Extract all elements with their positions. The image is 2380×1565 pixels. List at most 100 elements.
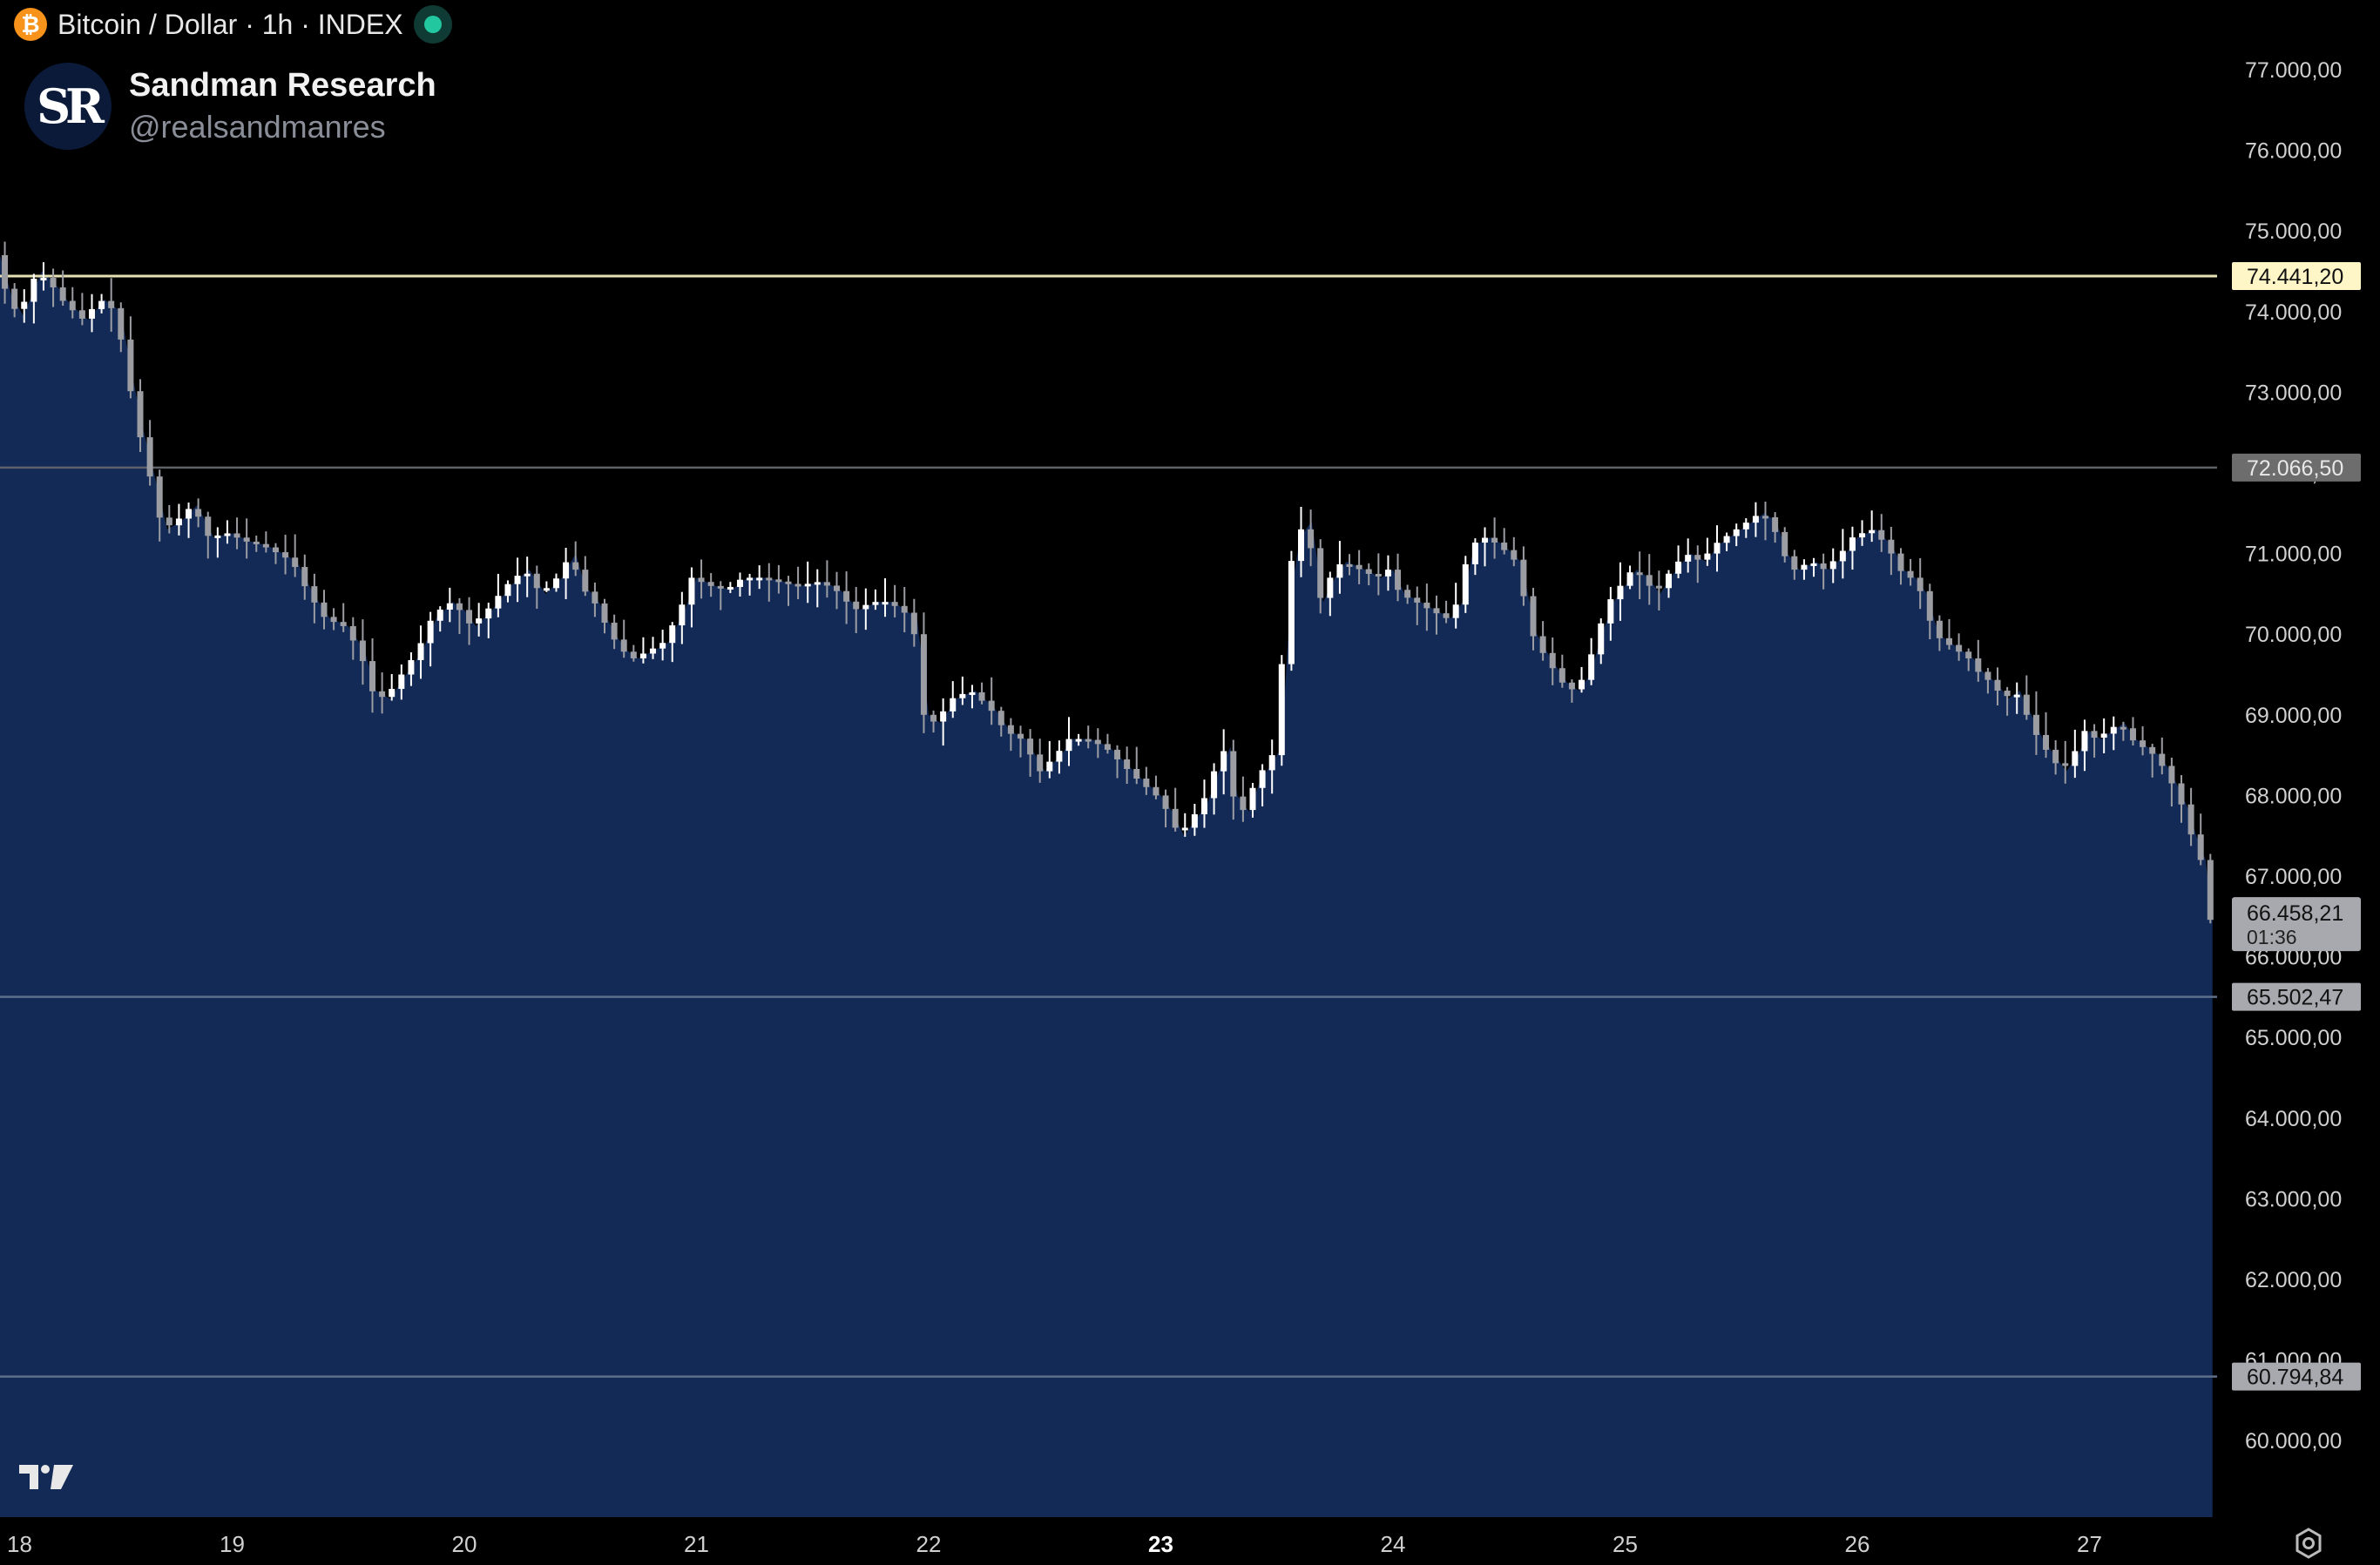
candle-body-105	[1017, 733, 1024, 739]
candle-202	[1956, 633, 1963, 661]
candle-4	[40, 262, 47, 291]
candle-body-181	[1752, 516, 1759, 523]
candle-219	[2120, 721, 2126, 741]
candle-body-22	[214, 535, 221, 538]
candle-body-153	[1481, 537, 1488, 543]
candle-199	[1926, 584, 1933, 639]
candle-body-94	[910, 612, 917, 635]
candle-180	[1742, 518, 1749, 538]
candle-body-160	[1549, 652, 1556, 669]
level-price-tag-3	[2232, 1362, 2361, 1391]
time-axis[interactable]: 18 19 20 21 22 23 24 25 26 27	[7, 1531, 2102, 1557]
candle-178	[1723, 532, 1730, 551]
candle-body-177	[1714, 543, 1721, 554]
x-tick-label-19: 19	[220, 1531, 245, 1557]
candle-94	[910, 598, 917, 647]
candle-62	[601, 598, 608, 634]
candle-body-123	[1191, 814, 1198, 828]
candle-144	[1395, 553, 1402, 602]
candle-228	[2207, 853, 2214, 924]
candle-2	[21, 289, 28, 323]
x-tick-label-27: 27	[2077, 1531, 2102, 1557]
candle-body-172	[1665, 573, 1672, 589]
candle-51	[495, 573, 502, 617]
y-tick-label-1: 76.000,00	[2245, 139, 2342, 164]
candle-27	[262, 531, 269, 553]
candle-body-128	[1240, 796, 1247, 811]
candle-body-204	[1975, 658, 1982, 672]
candle-body-79	[766, 577, 773, 581]
y-tick-label-8: 69.000,00	[2245, 704, 2342, 728]
candle-165	[1598, 618, 1605, 664]
candle-135	[1308, 509, 1315, 567]
candle-225	[2178, 775, 2185, 823]
candle-184	[1782, 527, 1788, 563]
candle-166	[1607, 586, 1614, 641]
candle-172	[1665, 570, 1672, 598]
candle-210	[2032, 691, 2039, 755]
candle-161	[1558, 654, 1565, 688]
candle-143	[1384, 555, 1391, 591]
candle-body-39	[379, 691, 386, 698]
candle-body-18	[175, 518, 182, 526]
candle-183	[1772, 512, 1779, 543]
candle-17	[166, 504, 172, 534]
candle-118	[1143, 766, 1150, 795]
candle-64	[620, 619, 627, 658]
price-axis[interactable]: 77.000,00 76.000,00 75.000,00 74.000,00 73.0…	[2245, 58, 2342, 1454]
candle-200	[1936, 615, 1943, 651]
candle-53	[514, 557, 521, 603]
candle-body-161	[1558, 668, 1565, 683]
candle-body-110	[1065, 739, 1072, 752]
candle-body-201	[1945, 637, 1952, 645]
candle-body-122	[1181, 827, 1188, 831]
tradingview-logo-icon[interactable]	[17, 1461, 75, 1493]
candle-body-208	[2013, 694, 2020, 698]
candle-16	[156, 469, 163, 542]
candle-188	[1820, 553, 1827, 590]
symbol-header[interactable]: ₿ Bitcoin / Dollar · 1h · INDEX	[14, 5, 452, 44]
candle-204	[1975, 639, 1982, 682]
candle-body-158	[1530, 596, 1537, 637]
candle-body-0	[2, 254, 9, 289]
candle-body-112	[1085, 739, 1092, 742]
candle-92	[891, 584, 898, 617]
candle-body-113	[1094, 739, 1101, 745]
candle-body-109	[1056, 751, 1063, 762]
candle-body-202	[1956, 644, 1963, 652]
candle-155	[1501, 528, 1508, 555]
candle-42	[408, 652, 415, 686]
candle-142	[1375, 553, 1382, 596]
candle-75	[727, 582, 734, 593]
candle-body-191	[1849, 537, 1856, 551]
candle-10	[98, 293, 105, 314]
candle-body-119	[1153, 786, 1160, 796]
settings-gear-icon[interactable]	[2291, 1526, 2326, 1561]
y-tick-label-4: 73.000,00	[2245, 381, 2342, 405]
candle-body-37	[359, 640, 366, 662]
candle-100	[969, 685, 976, 709]
candle-159	[1539, 621, 1546, 661]
candle-body-19	[186, 509, 193, 519]
candle-14	[137, 379, 144, 453]
candle-body-21	[205, 516, 212, 536]
level-price-label-3: 60.794,84	[2247, 1366, 2343, 1390]
candle-body-165	[1598, 623, 1605, 655]
candle-138	[1336, 541, 1343, 594]
candle-body-13	[127, 339, 134, 392]
candle-body-16	[156, 476, 163, 518]
candle-body-7	[69, 300, 76, 311]
candle-body-104	[1007, 725, 1014, 734]
candle-body-171	[1655, 585, 1662, 589]
candle-127	[1230, 739, 1237, 820]
candle-89	[862, 588, 869, 631]
candle-body-219	[2120, 726, 2126, 730]
candle-226	[2187, 787, 2194, 847]
candle-167	[1617, 562, 1624, 621]
candle-body-148	[1433, 608, 1440, 614]
candle-6	[59, 270, 66, 307]
candle-body-17	[166, 517, 172, 526]
candle-34	[330, 608, 337, 631]
candle-body-121	[1172, 808, 1179, 828]
